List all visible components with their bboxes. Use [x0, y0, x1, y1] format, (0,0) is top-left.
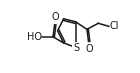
Text: O: O [52, 12, 59, 22]
Text: HO: HO [27, 32, 42, 42]
Text: S: S [73, 43, 79, 53]
Text: O: O [85, 44, 93, 54]
Text: Cl: Cl [110, 21, 119, 31]
